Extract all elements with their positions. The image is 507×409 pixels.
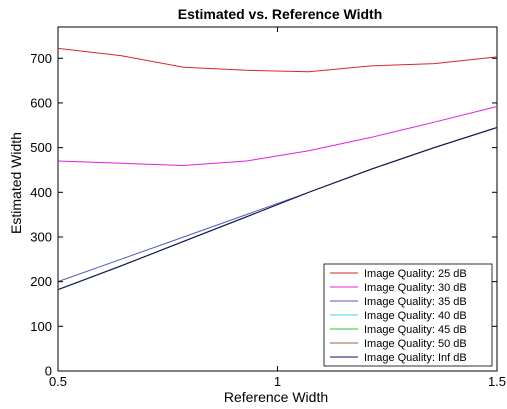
legend-entry: Image Quality: Inf dB (364, 352, 467, 364)
y-tick-label: 600 (30, 95, 52, 110)
y-tick-label: 700 (30, 51, 52, 66)
series-line-2 (57, 106, 498, 167)
plot-area (57, 26, 498, 372)
x-tick-label: 1.5 (488, 374, 506, 389)
x-tick-label: 1 (274, 374, 281, 389)
x-axis: 0.5 1 1.5 (49, 27, 506, 389)
series-line-7 (57, 127, 498, 291)
series-line-1 (57, 47, 498, 73)
legend: Image Quality: 25 dB Image Quality: 30 dB… (323, 263, 493, 367)
legend-entry: Image Quality: 45 dB (364, 324, 467, 336)
y-tick-label: 400 (30, 185, 52, 200)
y-tick-label: 500 (30, 140, 52, 155)
legend-entry: Image Quality: 30 dB (364, 282, 467, 294)
x-tick-label: 0.5 (49, 374, 67, 389)
y-axis-label: Estimated Width (8, 132, 24, 234)
y-tick-label: 200 (30, 274, 52, 289)
legend-items: Image Quality: 25 dB Image Quality: 30 dB… (330, 268, 467, 364)
y-tick-label: 300 (30, 229, 52, 244)
chart-title: Estimated vs. Reference Width (178, 6, 383, 22)
legend-entry: Image Quality: 25 dB (364, 268, 467, 280)
y-tick-label: 0 (45, 364, 52, 379)
x-axis-label: Reference Width (224, 389, 328, 405)
series-layer (57, 47, 498, 291)
legend-entry: Image Quality: 35 dB (364, 296, 467, 308)
y-tick-label: 100 (30, 319, 52, 334)
y-axis: 0 100 200 300 400 500 600 700 (30, 51, 497, 379)
legend-entry: Image Quality: 50 dB (364, 338, 467, 350)
legend-entry: Image Quality: 40 dB (364, 310, 467, 322)
